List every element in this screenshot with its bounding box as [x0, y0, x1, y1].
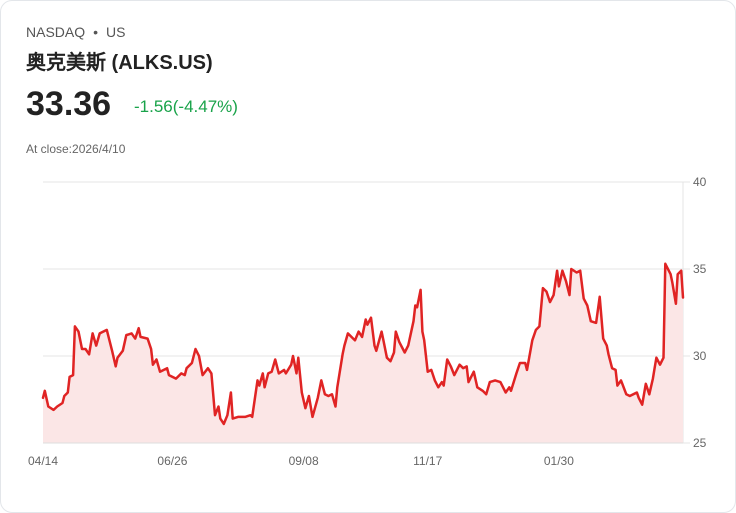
x-tick-label: 06/26: [157, 454, 187, 468]
x-tick-label: 11/17: [413, 454, 442, 468]
x-tick-label: 09/08: [289, 454, 319, 468]
exchange-name: NASDAQ: [26, 24, 86, 40]
price-line: [41, 262, 685, 426]
market-name: US: [106, 24, 126, 40]
y-tick-label: 25: [693, 436, 707, 450]
price-change: -1.56(-4.47%): [134, 97, 238, 116]
price-area-fill: [43, 263, 683, 443]
separator-dot: •: [93, 24, 99, 40]
x-tick-label: 04/14: [28, 454, 58, 468]
exchange-line: NASDAQ • US: [26, 24, 125, 40]
close-time: At close:2026/4/10: [26, 142, 126, 156]
current-price: 33.36: [26, 85, 112, 123]
x-tick-label: 01/30: [544, 454, 574, 468]
y-tick-label: 35: [693, 262, 707, 276]
y-tick-label: 40: [693, 175, 707, 189]
y-tick-label: 30: [693, 349, 707, 363]
stock-title: 奥克美斯 (ALKS.US): [26, 52, 213, 74]
